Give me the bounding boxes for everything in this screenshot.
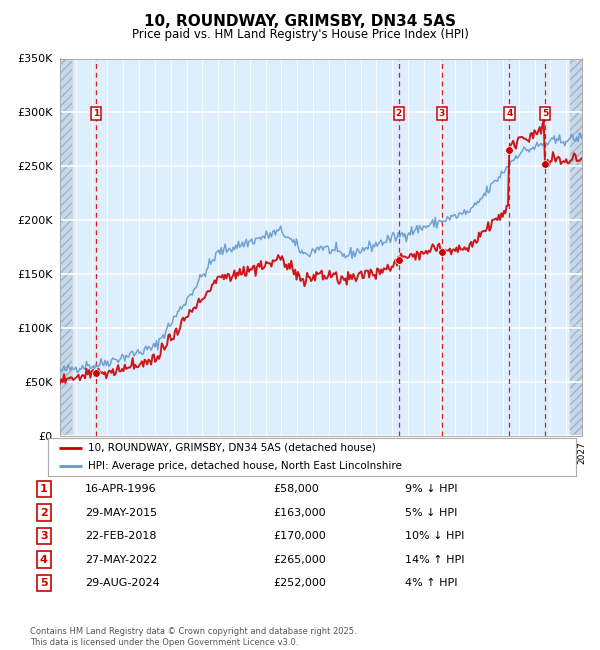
Text: 16-APR-1996: 16-APR-1996 bbox=[85, 484, 157, 494]
Text: 1: 1 bbox=[40, 484, 47, 494]
Text: 4: 4 bbox=[40, 554, 48, 564]
Text: 10, ROUNDWAY, GRIMSBY, DN34 5AS (detached house): 10, ROUNDWAY, GRIMSBY, DN34 5AS (detache… bbox=[88, 443, 376, 452]
Text: 27-MAY-2022: 27-MAY-2022 bbox=[85, 554, 158, 564]
Text: HPI: Average price, detached house, North East Lincolnshire: HPI: Average price, detached house, Nort… bbox=[88, 462, 401, 471]
Text: 4: 4 bbox=[506, 109, 512, 118]
Text: 4% ↑ HPI: 4% ↑ HPI bbox=[406, 578, 458, 588]
Text: 1: 1 bbox=[93, 109, 100, 118]
Text: 14% ↑ HPI: 14% ↑ HPI bbox=[406, 554, 465, 564]
Text: 5: 5 bbox=[40, 578, 47, 588]
Text: Price paid vs. HM Land Registry's House Price Index (HPI): Price paid vs. HM Land Registry's House … bbox=[131, 28, 469, 41]
Text: 29-AUG-2024: 29-AUG-2024 bbox=[85, 578, 160, 588]
Bar bbox=[570, 58, 582, 436]
Bar bbox=[60, 58, 72, 436]
Text: 3: 3 bbox=[40, 531, 47, 541]
Text: 3: 3 bbox=[439, 109, 445, 118]
Text: £252,000: £252,000 bbox=[273, 578, 326, 588]
Text: 10, ROUNDWAY, GRIMSBY, DN34 5AS: 10, ROUNDWAY, GRIMSBY, DN34 5AS bbox=[144, 14, 456, 29]
Text: 22-FEB-2018: 22-FEB-2018 bbox=[85, 531, 157, 541]
Text: 5% ↓ HPI: 5% ↓ HPI bbox=[406, 508, 458, 517]
Text: 2: 2 bbox=[395, 109, 402, 118]
Text: £265,000: £265,000 bbox=[273, 554, 326, 564]
Bar bbox=[60, 58, 72, 436]
Text: 9% ↓ HPI: 9% ↓ HPI bbox=[406, 484, 458, 494]
Text: £170,000: £170,000 bbox=[273, 531, 326, 541]
Text: £58,000: £58,000 bbox=[273, 484, 319, 494]
Text: Contains HM Land Registry data © Crown copyright and database right 2025.
This d: Contains HM Land Registry data © Crown c… bbox=[30, 627, 356, 647]
Text: £163,000: £163,000 bbox=[273, 508, 326, 517]
Text: 5: 5 bbox=[542, 109, 548, 118]
Text: 29-MAY-2015: 29-MAY-2015 bbox=[85, 508, 157, 517]
Text: 10% ↓ HPI: 10% ↓ HPI bbox=[406, 531, 465, 541]
Bar bbox=[570, 58, 582, 436]
Text: 2: 2 bbox=[40, 508, 47, 517]
